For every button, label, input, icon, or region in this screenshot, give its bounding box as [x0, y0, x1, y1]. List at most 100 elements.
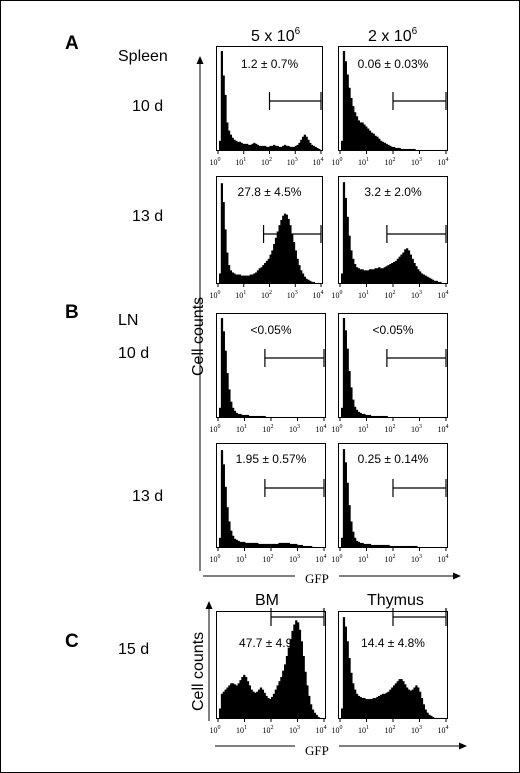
histogram-bar	[383, 142, 386, 151]
histogram-bar	[252, 415, 255, 418]
histogram-bar	[394, 545, 398, 548]
panel-letter-a: A	[65, 33, 79, 54]
x-tick-label: 101	[358, 554, 369, 564]
histogram-bar	[411, 416, 414, 418]
histogram-bar	[430, 416, 433, 418]
row-label-ln-13d: 13 d	[132, 488, 164, 505]
histogram-bar	[303, 134, 306, 151]
histogram-bar	[420, 149, 424, 151]
histogram-bar	[367, 414, 370, 418]
histogram-bar	[419, 546, 422, 548]
histogram-bar	[370, 132, 373, 151]
x-tick-label: 102	[261, 290, 272, 300]
histogram-bar	[432, 416, 435, 418]
x-tick-label: 100	[332, 554, 343, 564]
histogram-bar	[372, 415, 375, 418]
histogram-bar	[271, 543, 274, 548]
histogram-bar	[251, 143, 254, 151]
histogram-bar	[344, 626, 347, 719]
histogram-bar	[424, 416, 427, 418]
histogram-bar	[419, 271, 422, 284]
histogram-bar	[317, 716, 320, 719]
histogram-bar	[317, 546, 320, 548]
gate-percentage-label: 1.95 ± 0.57%	[236, 452, 307, 466]
histogram-bar	[439, 149, 442, 151]
histogram-bar	[231, 137, 234, 151]
histogram-bar	[309, 280, 312, 284]
histogram-bar	[271, 145, 274, 151]
histogram-bar	[402, 148, 405, 151]
histogram-bar	[374, 268, 377, 284]
histogram-bar	[376, 268, 379, 284]
histogram-bar	[222, 75, 225, 151]
histogram-bar	[269, 416, 272, 418]
histogram-bar	[402, 416, 405, 418]
histogram-bar	[367, 543, 370, 548]
histogram-bar	[433, 280, 437, 284]
histogram-spleen-10d-0: 1.2 ± 0.7% 100 101 102 103 104	[210, 46, 324, 167]
histogram-bar	[219, 273, 222, 284]
histogram-bar	[259, 415, 263, 418]
histogram-bar	[393, 685, 396, 719]
histogram-bar	[233, 538, 237, 548]
histogram-bar	[240, 275, 243, 284]
row-label-ln: LN	[118, 312, 139, 329]
histogram-bar	[355, 116, 359, 151]
histogram-bar	[370, 544, 373, 548]
histogram-bar	[361, 542, 364, 548]
histogram-bar	[304, 671, 307, 719]
histogram-bar	[239, 413, 242, 418]
histogram-bar	[274, 543, 277, 548]
x-tick-label: 100	[210, 725, 221, 735]
histogram-bar	[224, 229, 227, 284]
column-header-bm: BM	[255, 592, 279, 609]
gate-marker	[264, 349, 325, 367]
histogram-bar	[261, 543, 264, 548]
histogram-bar	[222, 202, 225, 284]
histogram-bar	[310, 144, 314, 151]
histogram-bar	[396, 416, 399, 418]
histogram-bar	[219, 407, 222, 418]
x-tick-label: 102	[385, 157, 396, 167]
histogram-bar	[258, 543, 261, 548]
plot-frame	[216, 313, 326, 418]
histogram-bar	[420, 698, 424, 719]
histogram-bar	[387, 265, 390, 284]
histogram-bar	[278, 542, 281, 548]
histogram-bar	[232, 407, 235, 418]
histogram-ln-13d-6: 1.95 ± 0.57% 100 101 102 103 104	[210, 443, 327, 564]
histogram-bar	[419, 416, 422, 418]
histogram-bar	[260, 145, 263, 151]
histogram-bar	[245, 677, 248, 719]
histogram-bar	[312, 281, 315, 284]
x-tick-label: 100	[210, 554, 221, 564]
histogram-bar	[287, 416, 290, 418]
histogram-bar	[272, 693, 276, 719]
x-tick-label: 103	[411, 157, 422, 167]
histogram-bar	[243, 414, 246, 418]
histogram-bar	[441, 546, 444, 548]
histogram-bar	[342, 617, 346, 719]
histogram-bar	[284, 664, 287, 719]
histogram-bar	[233, 684, 237, 719]
histogram-bar	[413, 545, 416, 548]
x-tick-label: 100	[210, 290, 221, 300]
histogram-bar	[441, 282, 444, 284]
histogram-bar	[376, 136, 379, 151]
histogram-bar	[396, 545, 399, 548]
histogram-bar	[298, 629, 302, 719]
x-tick-label: 101	[236, 725, 247, 735]
histogram-bar	[254, 692, 257, 719]
histogram-bar	[219, 537, 222, 548]
x-tick-label: 104	[438, 725, 449, 735]
histogram-bar	[415, 545, 418, 548]
x-tick-label: 103	[289, 554, 300, 564]
column-header-5x10e6-exp: 6	[294, 26, 301, 37]
histogram-bar	[294, 250, 297, 284]
histogram-bar	[398, 416, 401, 418]
histogram-bar	[368, 130, 372, 151]
histogram-bar	[228, 389, 231, 418]
histogram-bar	[381, 141, 385, 151]
histogram-bar	[348, 658, 351, 719]
histogram-bar	[255, 272, 258, 284]
